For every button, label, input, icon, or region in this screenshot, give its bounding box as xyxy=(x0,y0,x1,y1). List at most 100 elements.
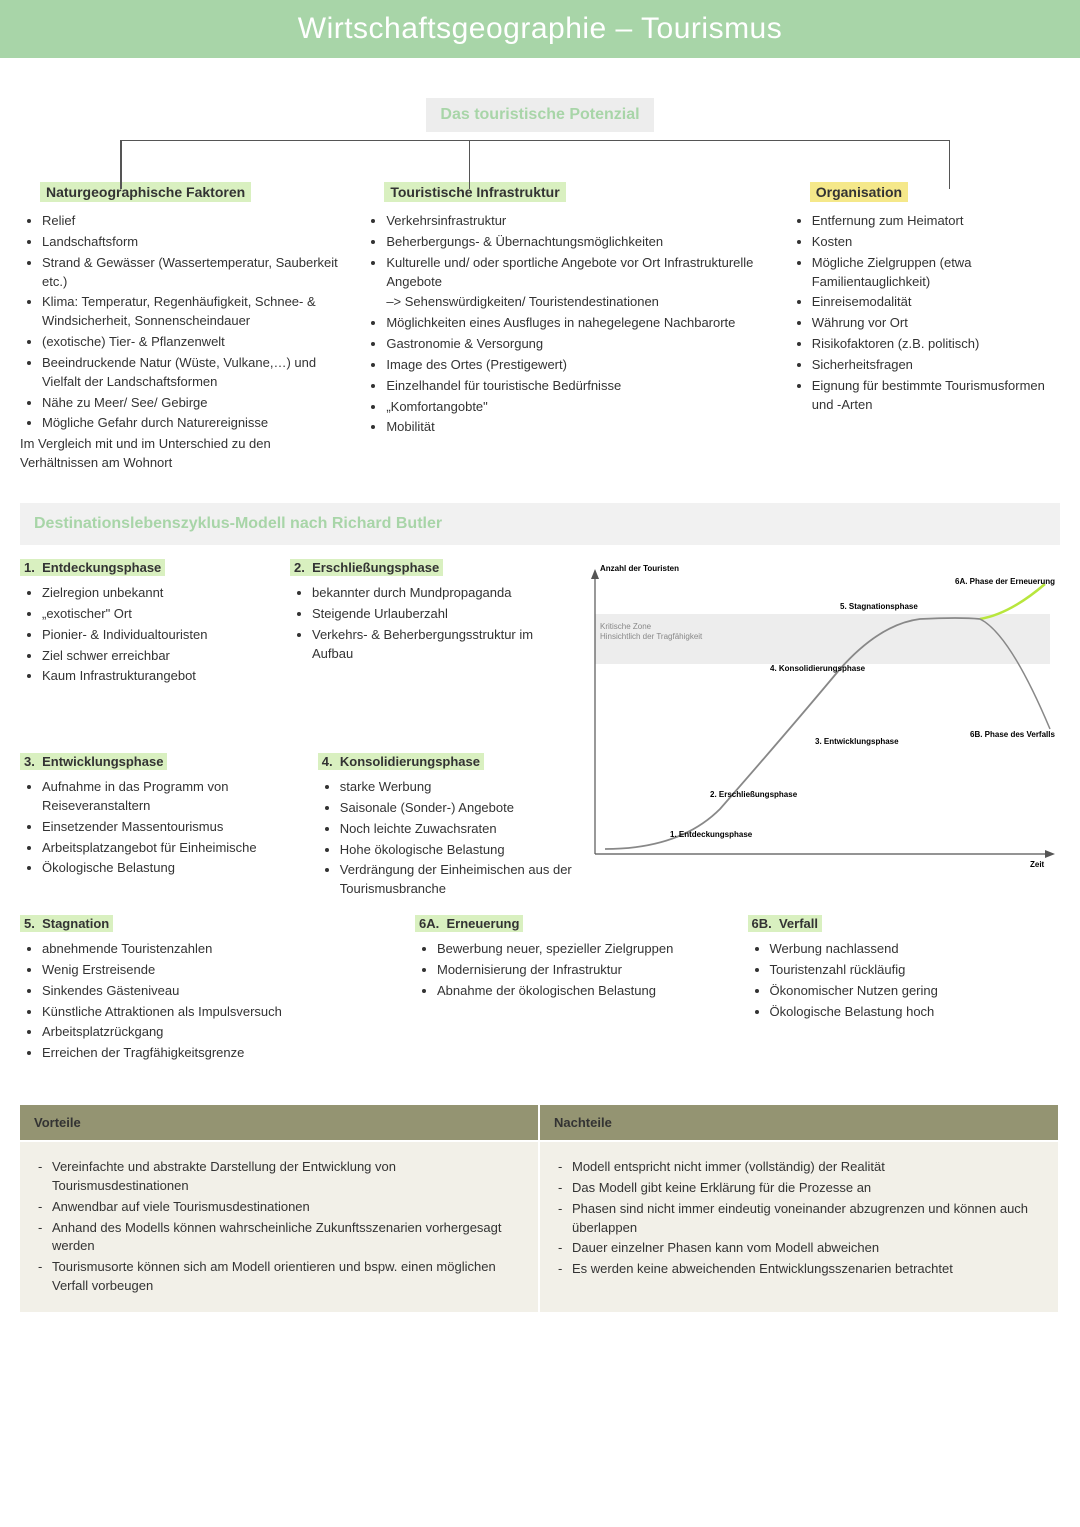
sub-note: –> Sehenswürdigkeiten/ Touristendestinat… xyxy=(364,293,769,312)
potenzial-heading: Das touristische Potenzial xyxy=(426,98,653,132)
phase-6b: 6B. Verfall Werbung nachlassend Touriste… xyxy=(748,915,1061,1065)
list-item: Arbeitsplatzangebot für Einheimische xyxy=(42,839,298,858)
list-item: Werbung nachlassend xyxy=(770,940,1061,959)
list-item: abnehmende Touristenzahlen xyxy=(42,940,395,959)
list-item: Arbeitsplatzrückgang xyxy=(42,1023,395,1042)
list-item: Landschaftsform xyxy=(42,233,344,252)
col-naturgeographische: Naturgeographische Faktoren Relief Lands… xyxy=(20,182,344,473)
phase-num: 4. xyxy=(322,754,333,769)
crit-zone-label2: Hinsichtlich der Tragfähigkeit xyxy=(600,632,703,641)
list-item: Währung vor Ort xyxy=(812,314,1060,333)
list-item: Ökologische Belastung xyxy=(42,859,298,878)
list-item: Gastronomie & Versorgung xyxy=(386,335,769,354)
chart-label-5: 5. Stagnationsphase xyxy=(840,602,918,611)
list-item: Steigende Urlauberzahl xyxy=(312,605,540,624)
y-axis-label: Anzahl der Touristen xyxy=(600,564,679,573)
table-cell-cons: Modell entspricht nicht immer (vollständ… xyxy=(540,1140,1060,1312)
list-item: Anwendbar auf viele Tourismusdestination… xyxy=(38,1198,520,1217)
list-item: Sinkendes Gästeniveau xyxy=(42,982,395,1001)
phase-name: Entwicklungsphase xyxy=(42,754,163,769)
chart-label-6b: 6B. Phase des Verfalls xyxy=(970,730,1055,739)
list-item: Möglichkeiten eines Ausfluges in nahegel… xyxy=(386,314,769,333)
list-item: Modell entspricht nicht immer (vollständ… xyxy=(558,1158,1040,1177)
list-item: Anhand des Modells können wahrscheinlich… xyxy=(38,1219,520,1257)
list-item: Mobilität xyxy=(386,418,769,437)
phase-3: 3. Entwicklungsphase Aufnahme in das Pro… xyxy=(20,753,298,901)
connector-lines xyxy=(120,140,950,188)
list-item: „Komfortangobte" xyxy=(386,398,769,417)
phase-5: 5. Stagnation abnehmende Touristenzahlen… xyxy=(20,915,395,1065)
list-item: (exotische) Tier- & Pflanzenwelt xyxy=(42,333,344,352)
list-item: Klima: Temperatur, Regenhäufigkeit, Schn… xyxy=(42,293,344,331)
chart-label-2: 2. Erschließungsphase xyxy=(710,790,798,799)
list-item: Relief xyxy=(42,212,344,231)
list-item: Bewerbung neuer, spezieller Zielgruppen xyxy=(437,940,728,959)
chart-label-6a: 6A. Phase der Erneuerung xyxy=(955,577,1055,586)
list-item: „exotischer" Ort xyxy=(42,605,270,624)
list-item: Es werden keine abweichenden Entwicklung… xyxy=(558,1260,1040,1279)
crit-zone-label: Kritische Zone xyxy=(600,622,652,631)
col-organisation: Organisation Entfernung zum Heimatort Ko… xyxy=(790,182,1060,473)
list-item: Dauer einzelner Phasen kann vom Modell a… xyxy=(558,1239,1040,1258)
list-item: Ökonomischer Nutzen gering xyxy=(770,982,1061,1001)
list-item: Nähe zu Meer/ See/ Gebirge xyxy=(42,394,344,413)
phase-4: 4. Konsolidierungsphase starke Werbung S… xyxy=(318,753,596,901)
list-infra: Verkehrsinfrastruktur Beherbergungs- & Ü… xyxy=(364,212,769,291)
table-head-cons: Nachteile xyxy=(540,1105,1060,1140)
list-item: Sicherheitsfragen xyxy=(812,356,1060,375)
list-item: Eignung für bestimmte Tourismusformen un… xyxy=(812,377,1060,415)
list-item: Ökologische Belastung hoch xyxy=(770,1003,1061,1022)
table-cell-pros: Vereinfachte und abstrakte Darstellung d… xyxy=(20,1140,540,1312)
list-item: Vereinfachte und abstrakte Darstellung d… xyxy=(38,1158,520,1196)
phase-num: 1. xyxy=(24,560,35,575)
phase-name: Verfall xyxy=(779,916,818,931)
list-item: Verdrängung der Einheimischen aus der To… xyxy=(340,861,596,899)
list-item: Zielregion unbekannt xyxy=(42,584,270,603)
lifecycle-heading: Destinationslebenszyklus-Modell nach Ric… xyxy=(20,503,1060,545)
chart-label-1: 1. Entdeckungsphase xyxy=(670,830,753,839)
lifecycle-chart: Kritische Zone Hinsichtlich der Tragfähi… xyxy=(560,559,1060,879)
x-axis-label: Zeit xyxy=(1030,860,1045,869)
list-item: bekannter durch Mundpropaganda xyxy=(312,584,540,603)
list-item: Tourismusorte können sich am Modell orie… xyxy=(38,1258,520,1296)
pros-cons-table: Vorteile Nachteile Vereinfachte und abst… xyxy=(20,1105,1060,1312)
chart-label-4: 4. Konsolidierungsphase xyxy=(770,664,866,673)
list-item: Einzelhandel für touristische Bedürfniss… xyxy=(386,377,769,396)
list-item: Touristenzahl rückläufig xyxy=(770,961,1061,980)
list-item: Das Modell gibt keine Erklärung für die … xyxy=(558,1179,1040,1198)
phase-name: Entdeckungsphase xyxy=(42,560,161,575)
list-item: Phasen sind nicht immer eindeutig vonein… xyxy=(558,1200,1040,1238)
list-item: Hohe ökologische Belastung xyxy=(340,841,596,860)
list-item: Erreichen der Tragfähigkeitsgrenze xyxy=(42,1044,395,1063)
list-item: Aufnahme in das Programm von Reiseverans… xyxy=(42,778,298,816)
list-infra-2: Möglichkeiten eines Ausfluges in nahegel… xyxy=(364,314,769,437)
phase-num: 3. xyxy=(24,754,35,769)
list-item: Beherbergungs- & Übernachtungsmöglichkei… xyxy=(386,233,769,252)
phase-name: Stagnation xyxy=(42,916,109,931)
list-item: starke Werbung xyxy=(340,778,596,797)
phase-name: Erschließungsphase xyxy=(312,560,439,575)
list-item: Ziel schwer erreichbar xyxy=(42,647,270,666)
list-item: Beeindruckende Natur (Wüste, Vulkane,…) … xyxy=(42,354,344,392)
phase-num: 6B. xyxy=(752,916,772,931)
note-text: Im Vergleich mit und im Unterschied zu d… xyxy=(20,435,344,473)
list-item: Mögliche Zielgruppen (etwa Familientaugl… xyxy=(812,254,1060,292)
table-head-pros: Vorteile xyxy=(20,1105,540,1140)
phase-6a: 6A. Erneuerung Bewerbung neuer, speziell… xyxy=(415,915,728,1065)
phase-num: 6A. xyxy=(419,916,439,931)
list-item: Verkehrsinfrastruktur xyxy=(386,212,769,231)
list-item: Pionier- & Individualtouristen xyxy=(42,626,270,645)
list-item: Image des Ortes (Prestigewert) xyxy=(386,356,769,375)
list-item: Abnahme der ökologischen Belastung xyxy=(437,982,728,1001)
phase-name: Erneuerung xyxy=(446,916,519,931)
phase-num: 5. xyxy=(24,916,35,931)
list-natur: Relief Landschaftsform Strand & Gewässer… xyxy=(20,212,344,433)
list-item: Verkehrs- & Beherbergungsstruktur im Auf… xyxy=(312,626,540,664)
list-item: Strand & Gewässer (Wassertemperatur, Sau… xyxy=(42,254,344,292)
col-infrastruktur: Touristische Infrastruktur Verkehrsinfra… xyxy=(364,182,769,473)
list-item: Kosten xyxy=(812,233,1060,252)
list-item: Kaum Infrastrukturangebot xyxy=(42,667,270,686)
list-item: Kulturelle und/ oder sportliche Angebote… xyxy=(386,254,769,292)
list-item: Risikofaktoren (z.B. politisch) xyxy=(812,335,1060,354)
list-item: Künstliche Attraktionen als Impulsversuc… xyxy=(42,1003,395,1022)
